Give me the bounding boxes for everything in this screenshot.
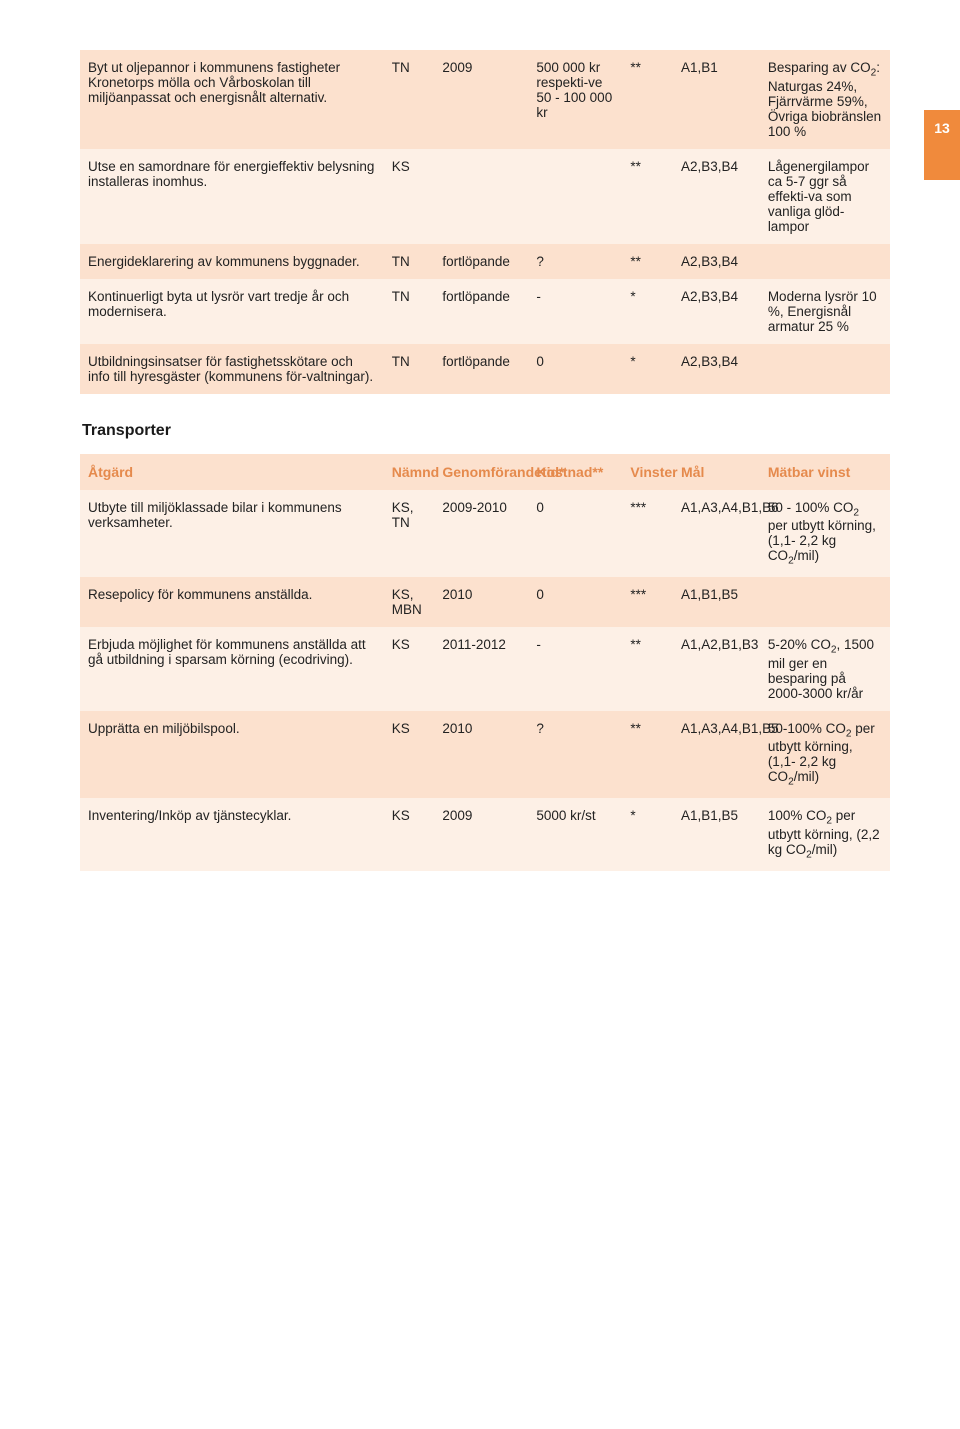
cell-kost: ?	[528, 244, 622, 279]
cell-mal: A2,B3,B4	[673, 344, 760, 394]
cell-kost	[528, 149, 622, 244]
cell-vinst: *	[622, 279, 673, 344]
cell-vinst: *	[622, 798, 673, 870]
col-mal: Mål	[673, 454, 760, 490]
col-atgard: Åtgärd	[80, 454, 384, 490]
cell-atgard: Erbjuda möjlighet för kommunens anställd…	[80, 627, 384, 711]
cell-atgard: Utbyte till miljöklassade bilar i kommun…	[80, 490, 384, 577]
cell-mal: A2,B3,B4	[673, 149, 760, 244]
cell-vinst: **	[622, 50, 673, 149]
table-row: Upprätta en miljöbilspool.KS2010?**A1,A3…	[80, 711, 890, 798]
cell-mal: A1,A2,B1,B3	[673, 627, 760, 711]
cell-namnd: TN	[384, 244, 435, 279]
cell-tid: 2009-2010	[434, 490, 528, 577]
cell-kost: 0	[528, 577, 622, 627]
cell-mal: A1,B1	[673, 50, 760, 149]
table-row: Energideklarering av kommunens byggnader…	[80, 244, 890, 279]
cell-tid: 2009	[434, 50, 528, 149]
cell-mvinst: Moderna lysrör 10 %, Energisnål armatur …	[760, 279, 890, 344]
cell-atgard: Inventering/Inköp av tjänstecyklar.	[80, 798, 384, 870]
col-kost: Kostnad**	[528, 454, 622, 490]
cell-atgard: Utse en samordnare för energieffektiv be…	[80, 149, 384, 244]
cell-atgard: Kontinuerligt byta ut lysrör vart tredje…	[80, 279, 384, 344]
cell-atgard: Utbildningsinsatser för fastighetsskötar…	[80, 344, 384, 394]
col-tid: Genomförandetid*	[434, 454, 528, 490]
table-row: Inventering/Inköp av tjänstecyklar.KS200…	[80, 798, 890, 870]
cell-mvinst	[760, 577, 890, 627]
table-row: Utse en samordnare för energieffektiv be…	[80, 149, 890, 244]
cell-atgard: Resepolicy för kommunens anställda.	[80, 577, 384, 627]
cell-tid: 2010	[434, 711, 528, 798]
cell-kost: 0	[528, 344, 622, 394]
actions-table-2: Åtgärd Nämnd Genomförandetid* Kostnad** …	[80, 454, 890, 871]
cell-mvinst: 100% CO2 per utbytt körning, (2,2 kg CO2…	[760, 798, 890, 870]
cell-atgard: Energideklarering av kommunens byggnader…	[80, 244, 384, 279]
cell-namnd: TN	[384, 50, 435, 149]
table-row: Kontinuerligt byta ut lysrör vart tredje…	[80, 279, 890, 344]
cell-mvinst: Lågenergilampor ca 5-7 ggr så effekti-va…	[760, 149, 890, 244]
cell-mvinst: 50 - 100% CO2 per utbytt körning, (1,1- …	[760, 490, 890, 577]
page-number: 13	[934, 120, 950, 136]
cell-vinst: **	[622, 149, 673, 244]
cell-mal: A1,B1,B5	[673, 798, 760, 870]
cell-namnd: KS	[384, 149, 435, 244]
cell-namnd: KS	[384, 627, 435, 711]
cell-tid: 2011-2012	[434, 627, 528, 711]
cell-vinst: ***	[622, 577, 673, 627]
cell-mvinst	[760, 344, 890, 394]
cell-atgard: Byt ut oljepannor i kommunens fastighete…	[80, 50, 384, 149]
cell-kost: 5000 kr/st	[528, 798, 622, 870]
table-row: Resepolicy för kommunens anställda.KS, M…	[80, 577, 890, 627]
cell-tid: 2009	[434, 798, 528, 870]
table-header-row: Åtgärd Nämnd Genomförandetid* Kostnad** …	[80, 454, 890, 490]
cell-vinst: **	[622, 244, 673, 279]
table-row: Utbildningsinsatser för fastighetsskötar…	[80, 344, 890, 394]
cell-mvinst: 50-100% CO2 per utbytt körning, (1,1- 2,…	[760, 711, 890, 798]
table-row: Utbyte till miljöklassade bilar i kommun…	[80, 490, 890, 577]
actions-table-1: Byt ut oljepannor i kommunens fastighete…	[80, 50, 890, 394]
cell-namnd: KS	[384, 711, 435, 798]
page-number-tab: 13	[924, 110, 960, 180]
cell-mal: A1,A3,A4,B1,B6	[673, 490, 760, 577]
cell-namnd: KS, TN	[384, 490, 435, 577]
cell-namnd: KS	[384, 798, 435, 870]
table-row: Erbjuda möjlighet för kommunens anställd…	[80, 627, 890, 711]
cell-mvinst: Besparing av CO2: Naturgas 24%, Fjärrvär…	[760, 50, 890, 149]
cell-vinst: **	[622, 627, 673, 711]
cell-tid: fortlöpande	[434, 279, 528, 344]
cell-mvinst	[760, 244, 890, 279]
cell-namnd: KS, MBN	[384, 577, 435, 627]
cell-tid: fortlöpande	[434, 244, 528, 279]
cell-mal: A2,B3,B4	[673, 244, 760, 279]
cell-kost: ?	[528, 711, 622, 798]
cell-vinst: *	[622, 344, 673, 394]
col-mvinst: Mätbar vinst	[760, 454, 890, 490]
cell-kost: 0	[528, 490, 622, 577]
col-vinst: Vinster	[622, 454, 673, 490]
cell-mal: A1,B1,B5	[673, 577, 760, 627]
table-row: Byt ut oljepannor i kommunens fastighete…	[80, 50, 890, 149]
col-namnd: Nämnd	[384, 454, 435, 490]
cell-namnd: TN	[384, 344, 435, 394]
cell-mal: A1,A3,A4,B1,B5	[673, 711, 760, 798]
cell-tid	[434, 149, 528, 244]
cell-kost: 500 000 kr respekti-ve 50 - 100 000 kr	[528, 50, 622, 149]
cell-mal: A2,B3,B4	[673, 279, 760, 344]
cell-tid: fortlöpande	[434, 344, 528, 394]
cell-vinst: **	[622, 711, 673, 798]
section-title-transporter: Transporter	[82, 422, 890, 440]
cell-mvinst: 5-20% CO2, 1500 mil ger en besparing på …	[760, 627, 890, 711]
cell-kost: -	[528, 627, 622, 711]
cell-tid: 2010	[434, 577, 528, 627]
cell-atgard: Upprätta en miljöbilspool.	[80, 711, 384, 798]
cell-vinst: ***	[622, 490, 673, 577]
cell-namnd: TN	[384, 279, 435, 344]
cell-kost: -	[528, 279, 622, 344]
